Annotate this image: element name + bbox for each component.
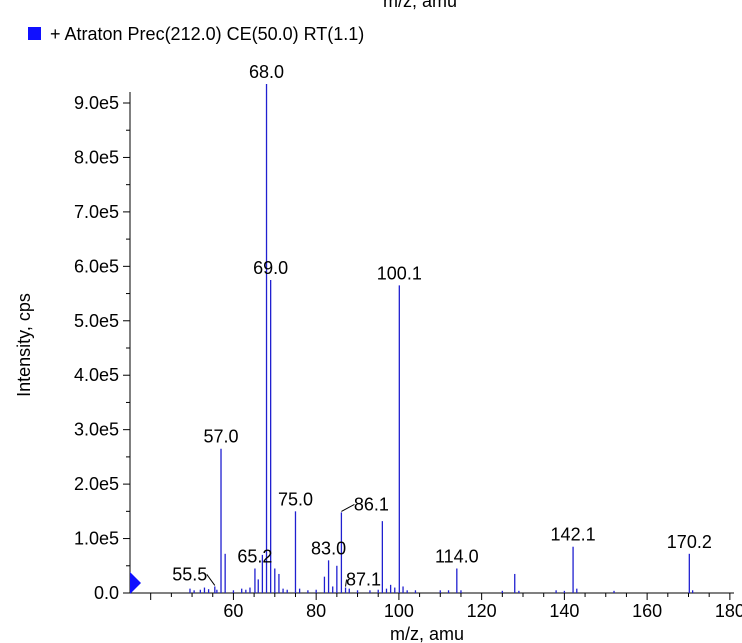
y-tick-label: 6.0e5	[74, 256, 119, 276]
peak-label-leader	[341, 503, 355, 512]
y-tick-label: 1.0e5	[74, 529, 119, 549]
x-tick-label: 60	[223, 601, 243, 621]
y-tick-label: 9.0e5	[74, 93, 119, 113]
peak-label: 142.1	[551, 525, 596, 545]
y-tick-label: 4.0e5	[74, 365, 119, 385]
peak-label: 57.0	[203, 427, 238, 447]
x-tick-label: 160	[632, 601, 662, 621]
peak-label-leader	[345, 579, 348, 587]
x-tick-label: 100	[384, 601, 414, 621]
top-cut-label: m/z, amu	[383, 0, 457, 11]
y-tick-label: 5.0e5	[74, 311, 119, 331]
x-axis-title: m/z, amu	[390, 624, 464, 643]
y-tick-label: 3.0e5	[74, 420, 119, 440]
peak-label: 83.0	[311, 538, 346, 558]
peak-label: 65.2	[237, 547, 272, 567]
zero-marker-icon	[130, 572, 141, 594]
peak-label: 86.1	[354, 494, 389, 514]
peak-label: 69.0	[253, 258, 288, 278]
x-tick-label: 140	[549, 601, 579, 621]
y-tick-label: 7.0e5	[74, 202, 119, 222]
y-axis-title: Intensity, cps	[14, 293, 34, 397]
legend-label: + Atraton Prec(212.0) CE(50.0) RT(1.1)	[50, 24, 364, 44]
peak-label: 68.0	[249, 62, 284, 82]
peak-labels: 68.0 69.0 100.1 57.0 75.0 86.1 142.1 170.2 83.0 1…	[172, 62, 712, 590]
y-tick-label: 2.0e5	[74, 474, 119, 494]
peak-label-leader	[206, 574, 216, 586]
x-axis: 60 80 100 120 140 160 180	[130, 592, 742, 621]
peak-label: 100.1	[377, 263, 422, 283]
y-tick-label: 8.0e5	[74, 147, 119, 167]
x-tick-label: 180	[715, 601, 742, 621]
peak-label: 75.0	[278, 489, 313, 509]
peak-label: 55.5	[172, 564, 207, 584]
x-tick-label: 120	[467, 601, 497, 621]
peak-label: 114.0	[435, 547, 479, 567]
peak-series	[189, 83, 694, 593]
y-tick-label: 0.0	[94, 583, 119, 603]
legend-swatch	[28, 27, 41, 40]
x-tick-label: 80	[306, 601, 326, 621]
peak-label: 87.1	[346, 570, 381, 590]
peak-label: 170.2	[667, 532, 712, 552]
y-axis: 0.0 1.0e5 2.0e5 3.0e5 4.0e5 5.0e5 6.0e5 7.0e5 8.…	[74, 92, 131, 603]
